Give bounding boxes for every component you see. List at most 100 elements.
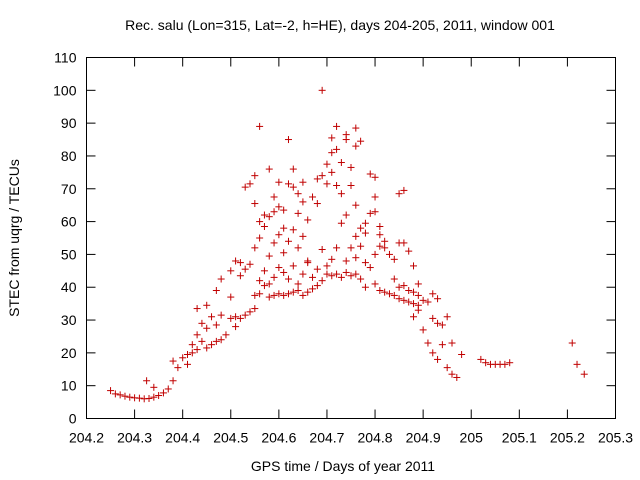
data-point bbox=[270, 291, 278, 299]
data-point bbox=[361, 259, 369, 267]
data-point bbox=[212, 287, 220, 295]
data-point bbox=[371, 208, 379, 216]
data-point bbox=[342, 211, 350, 219]
data-point bbox=[193, 346, 201, 354]
data-point bbox=[299, 291, 307, 299]
data-point bbox=[265, 213, 273, 221]
data-point bbox=[313, 265, 321, 273]
data-point bbox=[208, 313, 216, 321]
data-point bbox=[203, 324, 211, 332]
data-point bbox=[419, 326, 427, 334]
data-point bbox=[342, 136, 350, 144]
data-point bbox=[438, 341, 446, 349]
data-point bbox=[357, 137, 365, 145]
x-tick-label: 204.5 bbox=[213, 430, 248, 446]
data-point bbox=[458, 351, 466, 359]
data-point bbox=[179, 354, 187, 362]
data-point bbox=[208, 341, 216, 349]
data-point bbox=[371, 250, 379, 258]
data-point bbox=[333, 244, 341, 252]
data-point bbox=[352, 270, 360, 278]
y-tick-label: 20 bbox=[61, 345, 77, 361]
data-point bbox=[410, 262, 418, 270]
data-point bbox=[265, 280, 273, 288]
data-point bbox=[203, 344, 211, 352]
data-point bbox=[284, 180, 292, 188]
data-point bbox=[405, 298, 413, 306]
data-point bbox=[333, 122, 341, 130]
data-point bbox=[270, 208, 278, 216]
data-point bbox=[212, 337, 220, 345]
data-point bbox=[357, 224, 365, 232]
data-point bbox=[501, 360, 509, 368]
data-point bbox=[126, 393, 134, 401]
data-point bbox=[294, 280, 302, 288]
y-tick-label: 110 bbox=[54, 50, 77, 66]
data-point bbox=[232, 313, 240, 321]
data-point bbox=[385, 290, 393, 298]
data-point bbox=[280, 224, 288, 232]
data-point bbox=[414, 280, 422, 288]
data-point bbox=[198, 319, 206, 327]
data-point bbox=[265, 252, 273, 260]
x-tick-label: 205 bbox=[460, 430, 484, 446]
data-point bbox=[260, 223, 268, 231]
data-point bbox=[212, 321, 220, 329]
data-point bbox=[256, 122, 264, 130]
data-point bbox=[198, 337, 206, 345]
data-point bbox=[217, 336, 225, 344]
data-point bbox=[164, 385, 172, 393]
data-point bbox=[376, 223, 384, 231]
x-tick-label: 204.6 bbox=[261, 430, 296, 446]
x-tick-label: 204.8 bbox=[358, 430, 393, 446]
data-point bbox=[448, 339, 456, 347]
data-point bbox=[352, 201, 360, 209]
data-point bbox=[568, 339, 576, 347]
data-point bbox=[376, 242, 384, 250]
data-point bbox=[371, 193, 379, 201]
data-point bbox=[299, 178, 307, 186]
data-point bbox=[390, 255, 398, 263]
data-point bbox=[347, 272, 355, 280]
data-point bbox=[328, 149, 336, 157]
data-point bbox=[203, 301, 211, 309]
data-point bbox=[429, 290, 437, 298]
data-point bbox=[376, 231, 384, 239]
data-point bbox=[381, 244, 389, 252]
data-point bbox=[390, 275, 398, 283]
data-point bbox=[410, 288, 418, 296]
data-point bbox=[236, 259, 244, 267]
data-point bbox=[434, 355, 442, 363]
data-point bbox=[251, 200, 259, 208]
data-point bbox=[150, 393, 158, 401]
data-point bbox=[328, 272, 336, 280]
data-point bbox=[241, 183, 249, 191]
data-point bbox=[395, 295, 403, 303]
data-point bbox=[227, 267, 235, 275]
data-point bbox=[309, 273, 317, 281]
data-point bbox=[414, 306, 422, 314]
data-point bbox=[400, 186, 408, 194]
x-tick-label: 205.2 bbox=[550, 430, 585, 446]
data-point bbox=[395, 190, 403, 198]
data-point bbox=[352, 254, 360, 262]
data-point bbox=[280, 268, 288, 276]
data-point bbox=[366, 264, 374, 272]
y-tick-label: 50 bbox=[61, 246, 77, 262]
data-point bbox=[419, 296, 427, 304]
data-point bbox=[405, 287, 413, 295]
data-point bbox=[357, 242, 365, 250]
data-point bbox=[251, 172, 259, 180]
data-point bbox=[328, 134, 336, 142]
data-point bbox=[135, 394, 143, 402]
data-point bbox=[318, 245, 326, 253]
data-point bbox=[275, 231, 283, 239]
y-axis-label: STEC from uqrg / TECUs bbox=[6, 159, 22, 317]
data-point bbox=[434, 295, 442, 303]
data-point bbox=[361, 283, 369, 291]
data-point bbox=[275, 203, 283, 211]
data-point bbox=[299, 198, 307, 206]
data-point bbox=[294, 209, 302, 217]
y-tick-label: 0 bbox=[69, 411, 77, 427]
